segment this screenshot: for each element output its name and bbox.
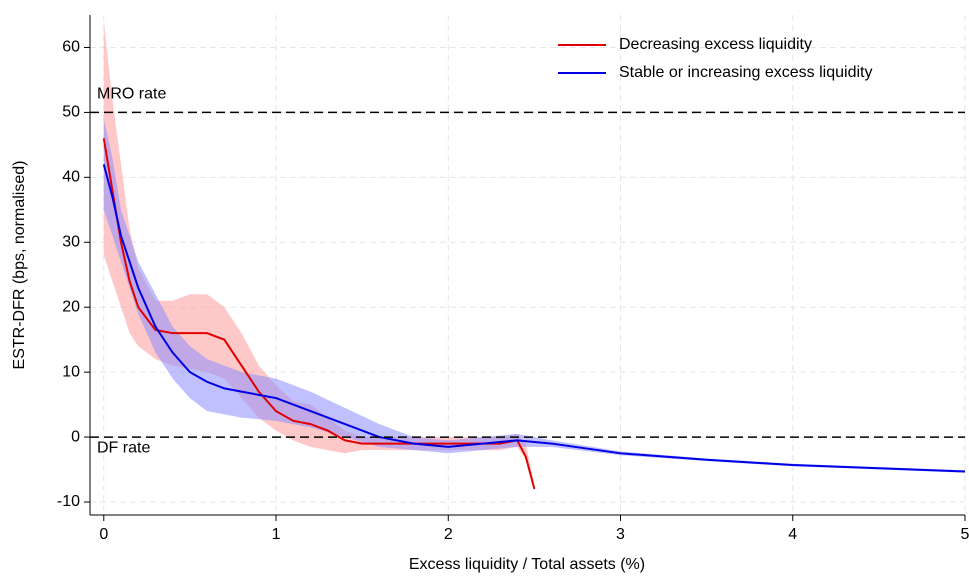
legend-label: Stable or increasing excess liquidity (619, 64, 872, 81)
reference-label: DF rate (97, 439, 150, 456)
line (102, 138, 536, 490)
y-tick-label: 20 (62, 298, 80, 315)
y-tick-label: 0 (71, 428, 80, 445)
y-tick-label: -10 (57, 493, 80, 510)
x-tick-label: 4 (788, 526, 797, 543)
line (102, 164, 966, 473)
x-tick-label: 3 (616, 526, 625, 543)
x-tick-label: 5 (961, 526, 969, 543)
y-tick-label: 60 (62, 39, 80, 56)
y-tick-label: 40 (62, 169, 80, 186)
confidence-band (103, 118, 965, 473)
y-tick-label: 50 (62, 104, 80, 121)
x-tick-label: 2 (444, 526, 453, 543)
x-tick-label: 0 (99, 526, 108, 543)
y-axis-label: ESTR-DFR (bps, normalised) (11, 161, 28, 370)
y-tick-label: 30 (62, 233, 80, 250)
x-axis-label: Excess liquidity / Total assets (%) (409, 556, 645, 573)
x-tick-label: 1 (272, 526, 281, 543)
reference-label: MRO rate (97, 86, 166, 103)
legend-label: Decreasing excess liquidity (619, 36, 812, 53)
y-tick-label: 10 (62, 363, 80, 380)
